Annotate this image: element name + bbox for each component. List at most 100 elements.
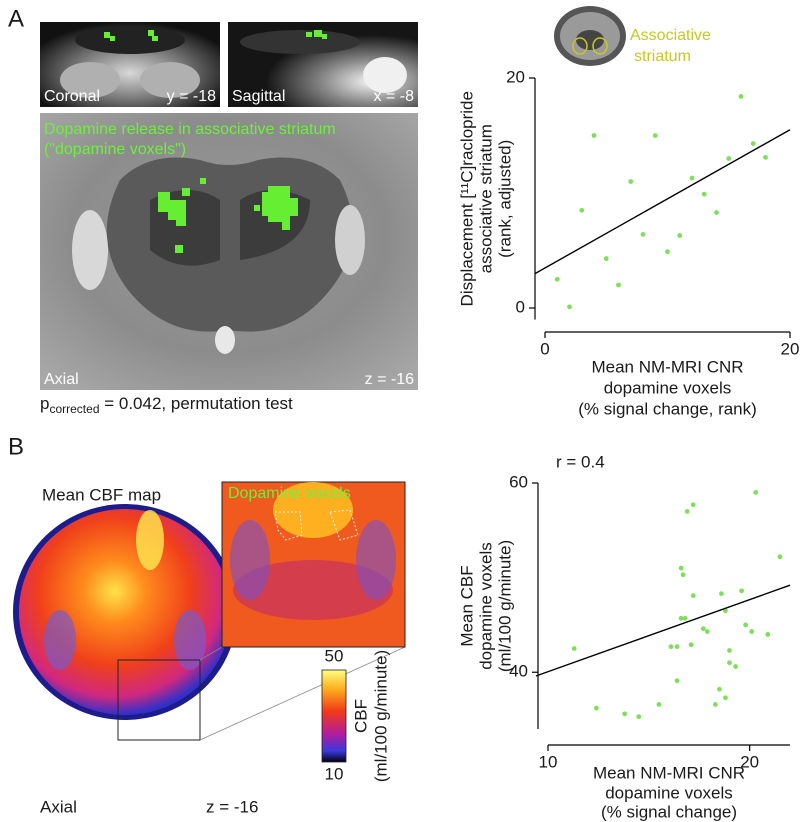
image-shape [288, 198, 298, 216]
image-shape [199, 646, 406, 741]
point [656, 702, 662, 707]
image-shape [314, 30, 322, 37]
y-axis-label: Displacement [¹¹C]raclopride [457, 91, 476, 306]
image-shape [152, 36, 158, 41]
y-tick-label: 20 [506, 67, 525, 86]
point [567, 304, 572, 310]
y-axis-label: associative striatum [476, 124, 495, 273]
image-shape [282, 220, 290, 230]
image-shape [268, 186, 290, 222]
image-shape [104, 32, 110, 38]
point [616, 282, 621, 288]
x-tick-label: 20 [781, 339, 800, 358]
x-axis-label: Mean NM-MRI CNR [593, 763, 745, 782]
y-tick-label: 60 [509, 472, 528, 491]
y-axis-label: dopamine voxels [476, 542, 495, 670]
point [603, 256, 609, 261]
image-shape [363, 57, 407, 93]
point [738, 94, 744, 99]
y-tick-label: 0 [516, 297, 525, 316]
y-axis-label: (rank, adjusted) [495, 140, 514, 258]
colorbar-label: CBF [351, 699, 370, 733]
axial-image [40, 113, 418, 390]
point [704, 629, 710, 634]
point [719, 591, 724, 597]
point [726, 156, 732, 161]
point [594, 705, 599, 711]
image-shape [72, 210, 108, 290]
point [554, 276, 560, 282]
x-axis-label: dopamine voxels [605, 783, 733, 802]
point [717, 686, 722, 692]
point [674, 678, 680, 684]
image-shape [75, 26, 185, 54]
point [591, 133, 597, 138]
x-axis-label: (% signal change) [601, 802, 737, 821]
coronal-image [40, 22, 220, 107]
stats-text: pcorrected = 0.042, permutation test [40, 394, 293, 416]
image-label: Coronal [44, 88, 100, 105]
region-label: striatum [634, 48, 691, 65]
point [677, 233, 683, 238]
fit-line [534, 129, 791, 275]
point [678, 565, 684, 571]
image-shape [572, 37, 588, 55]
image-shape [576, 30, 604, 50]
image-title: ("dopamine voxels") [44, 141, 186, 158]
point [636, 714, 642, 720]
image-shape [44, 610, 76, 670]
point [723, 695, 728, 701]
image-shape [174, 610, 206, 670]
image-shape [240, 30, 360, 54]
point [777, 554, 783, 560]
point [690, 593, 696, 598]
image-shape [176, 214, 186, 226]
image-shape [60, 62, 120, 98]
stats-value: = 0.042, permutation test [100, 394, 294, 413]
point [765, 631, 771, 637]
point [750, 141, 756, 146]
point [723, 608, 728, 614]
point [739, 588, 744, 594]
image-shape [110, 36, 115, 41]
view-label: Axial [40, 797, 77, 816]
stats-subscript: corrected [49, 402, 99, 416]
panel-label: B [8, 433, 24, 460]
x-tick-label: 20 [740, 752, 759, 771]
image-shape [158, 192, 170, 212]
point [579, 207, 585, 213]
point [674, 644, 680, 650]
colorbar-unit: (ml/100 g/minute) [371, 650, 390, 782]
image-label: Sagittal [232, 88, 285, 105]
point [743, 622, 749, 628]
x-tick-label: 10 [539, 752, 558, 771]
point [689, 175, 695, 181]
image-shape [306, 32, 312, 37]
image-label: x = -8 [374, 88, 415, 105]
point [665, 249, 670, 255]
fit-line [535, 584, 791, 677]
point [688, 642, 694, 648]
point [727, 660, 732, 666]
x-axis-label: dopamine voxels [604, 378, 732, 397]
x-tick-label: 0 [540, 339, 549, 358]
point [640, 232, 646, 237]
image-shape [254, 205, 260, 211]
point [712, 702, 718, 707]
point [684, 508, 690, 514]
point [668, 644, 674, 650]
annotation: r = 0.4 [556, 452, 605, 471]
image-shape [148, 30, 154, 36]
image-shape [158, 178, 298, 253]
point [753, 490, 759, 495]
panel-label: A [8, 5, 24, 32]
image-shape [199, 646, 223, 661]
image-shape [274, 509, 359, 541]
image-shape [136, 510, 164, 570]
image-label: y = -18 [167, 88, 216, 105]
y-axis-label: Mean CBF [457, 565, 476, 646]
point [749, 629, 755, 634]
image-shape [322, 34, 327, 39]
point [571, 646, 577, 651]
